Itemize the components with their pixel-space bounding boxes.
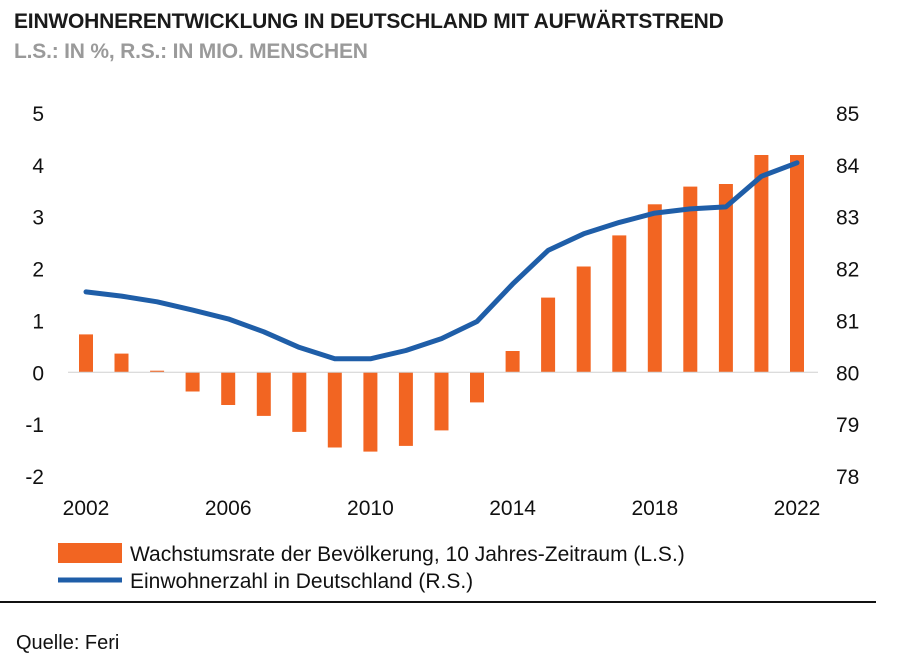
bar-2009: [327, 372, 342, 448]
chart-title: EINWOHNERENTWICKLUNG IN DEUTSCHLAND MIT …: [14, 10, 724, 33]
bar-2005: [185, 372, 200, 392]
bar-2008: [292, 372, 307, 432]
right-tick-label: 78: [836, 466, 859, 489]
footer-divider: [0, 601, 876, 603]
bar-2010: [363, 372, 378, 452]
right-tick-label: 85: [836, 103, 859, 126]
left-tick-label: 2: [32, 259, 44, 282]
bar-2016: [576, 266, 591, 373]
right-tick-label: 79: [836, 414, 859, 437]
bar-2017: [612, 235, 627, 373]
line-series: [83, 160, 800, 362]
legend-label-bar: Wachstumsrate der Bevölkerung, 10 Jahres…: [130, 543, 685, 566]
source-note: Quelle: Feri: [16, 632, 120, 654]
x-tick-label: 2010: [347, 497, 394, 520]
chart-area: 5 4 3 2 1 0 -1 -2 85 84 83 82 81 80 79 78 2002 2006 2010…: [25, 103, 860, 593]
left-tick-label: 3: [32, 207, 44, 230]
bar-2012: [434, 372, 449, 431]
bar-2003: [114, 353, 129, 373]
bar-2013: [470, 372, 484, 403]
left-tick-label: 1: [32, 310, 44, 333]
bar-2018: [647, 204, 662, 373]
bar-series: [79, 155, 804, 452]
legend: Wachstumsrate der Bevölkerung, 10 Jahres…: [58, 543, 685, 593]
bar-2020: [718, 184, 733, 373]
right-tick-label: 82: [836, 259, 859, 282]
bar-2004: [150, 370, 165, 373]
legend-swatch-bar: [58, 543, 122, 563]
x-tick-label: 2006: [205, 497, 252, 520]
x-tick-label: 2018: [631, 497, 678, 520]
x-tick-label: 2022: [774, 497, 821, 520]
right-tick-label: 83: [836, 207, 859, 230]
bar-2014: [505, 351, 520, 373]
left-tick-label: 0: [32, 362, 44, 385]
left-tick-label: -1: [25, 414, 44, 437]
x-tick-label: 2014: [489, 497, 536, 520]
bar-2019: [683, 186, 698, 373]
x-axis: 2002 2006 2010 2014 2018 2022: [63, 497, 821, 520]
bar-2011: [398, 372, 413, 446]
bar-2006: [221, 372, 236, 405]
left-axis: 5 4 3 2 1 0 -1 -2: [25, 103, 44, 489]
right-axis: 85 84 83 82 81 80 79 78: [836, 103, 860, 489]
left-tick-label: 4: [32, 155, 44, 178]
bar-2022: [790, 155, 804, 373]
x-tick-label: 2002: [63, 497, 110, 520]
left-tick-label: 5: [32, 103, 44, 126]
bar-2015: [541, 297, 556, 373]
legend-label-line: Einwohnerzahl in Deutschland (R.S.): [130, 570, 473, 593]
right-tick-label: 81: [836, 310, 859, 333]
bar-2007: [256, 372, 271, 416]
right-tick-label: 80: [836, 362, 859, 385]
bar-2002: [79, 334, 93, 373]
bar-2021: [754, 155, 769, 373]
right-tick-label: 84: [836, 155, 860, 178]
left-tick-label: -2: [25, 466, 44, 489]
chart-subtitle: L.S.: IN %, R.S.: IN MIO. MENSCHEN: [14, 40, 368, 63]
